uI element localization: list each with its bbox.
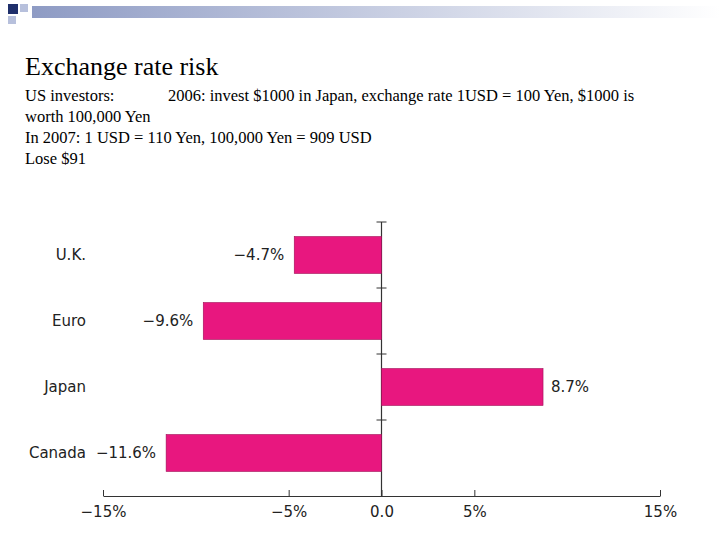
category-divider [377, 354, 387, 355]
x-tick-mark [103, 490, 104, 496]
category-label: Canada [29, 444, 86, 462]
x-axis: −15% −5% 0.0 5% 15% [81, 490, 678, 521]
annotation: worth 100,000 Yen [25, 107, 151, 126]
data-label: −11.6% [96, 444, 156, 462]
slide: Exchange rate risk US investors: 2006: inv… [0, 0, 720, 540]
annotation: In 2007: 1 USD = 110 Yen, 100,000 Yen = … [25, 128, 372, 147]
bars [166, 237, 543, 472]
decor-bar [32, 6, 720, 18]
bar [294, 237, 381, 274]
bar [203, 303, 381, 340]
decor-square [8, 16, 16, 24]
x-tick-label: −5% [271, 503, 307, 521]
x-tick: −5% [271, 490, 307, 521]
data-label: −4.7% [234, 246, 285, 264]
x-tick-label: 0.0 [370, 503, 394, 521]
category-divider [377, 288, 387, 289]
bar [166, 435, 381, 472]
x-tick: 5% [463, 490, 487, 521]
category-label: Euro [52, 312, 86, 330]
x-tick-label: 15% [644, 503, 677, 521]
bar [382, 369, 544, 406]
x-axis-line [104, 496, 661, 497]
x-tick-mark [660, 490, 661, 496]
x-tick: 15% [644, 490, 677, 521]
annotation: 2006: invest $1000 in Japan, exchange ra… [168, 86, 634, 105]
category-label: Japan [43, 378, 86, 396]
x-tick: −15% [81, 490, 127, 521]
annotation: US investors: [25, 86, 114, 105]
title: Exchange rate risk [25, 52, 218, 81]
annotation: Lose $91 [25, 149, 86, 168]
x-tick-label: 5% [463, 503, 487, 521]
category-divider [377, 420, 387, 421]
category-divider [377, 222, 387, 223]
x-tick-mark [474, 490, 475, 496]
data-label: 8.7% [551, 378, 589, 396]
decor-square [20, 4, 28, 12]
x-tick-mark [289, 490, 290, 496]
data-label: −9.6% [143, 312, 194, 330]
decor-square [8, 4, 18, 14]
category-label: U.K. [56, 246, 86, 264]
x-tick-label: −15% [81, 503, 127, 521]
